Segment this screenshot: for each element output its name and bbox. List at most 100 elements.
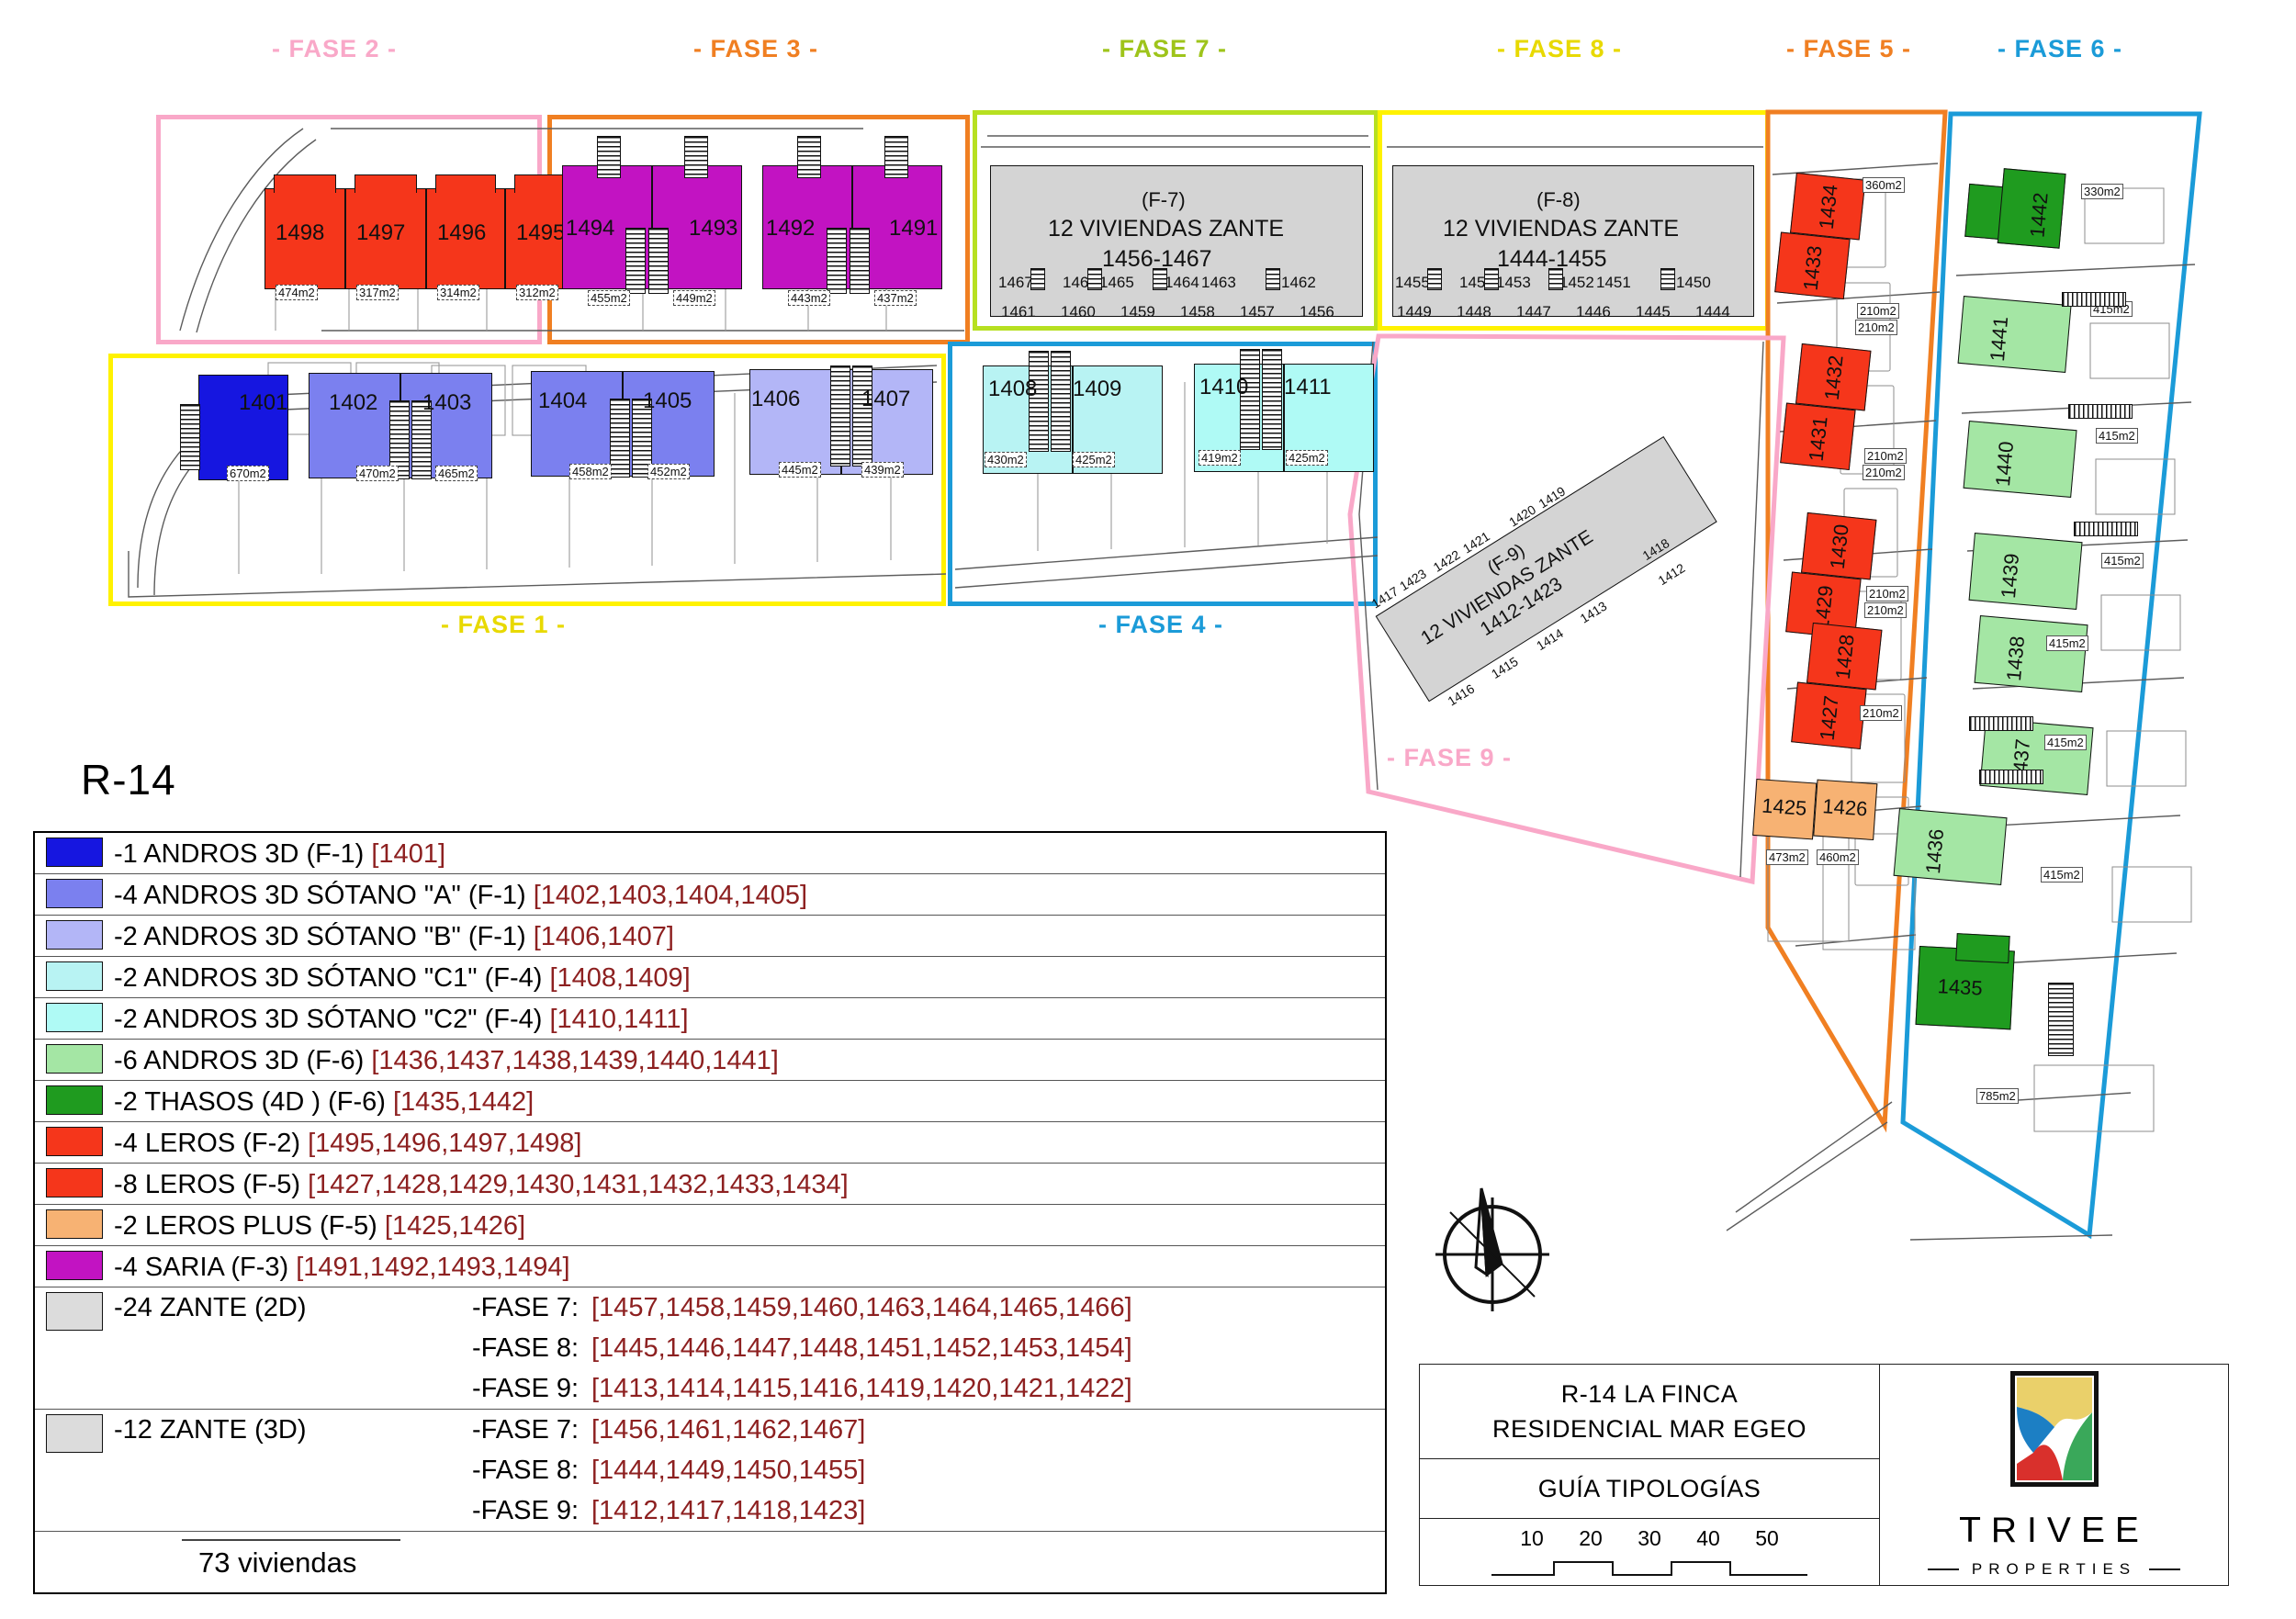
plot-1401[interactable] [198,375,288,480]
scale-bar-cell: 10 20 30 40 50 [1420,1519,1879,1585]
zante-cell-f7-u2[interactable]: 1465 [1099,274,1134,291]
legend-label: -8 LEROS (F-5) [114,1170,309,1199]
zante-cell-f7-l0[interactable]: 1461 [1001,303,1036,320]
zante-cell-f8-l0[interactable]: 1449 [1397,303,1432,320]
zante-cell-f8-u3[interactable]: 1452 [1559,274,1594,291]
legend-subrow-phase: -FASE 7: [472,1293,580,1322]
plot-1402[interactable] [309,373,400,478]
legend-row[interactable]: -2 ANDROS 3D SÓTANO "B" (F-1) [1406,1407… [35,916,1385,957]
zante-cell-f7-l3[interactable]: 1458 [1180,303,1215,320]
area-tag-1492: 443m2 [788,290,830,306]
stair-hatch-1494 [597,136,621,178]
legend-row[interactable]: -2 LEROS PLUS (F-5) [1425,1426] [35,1205,1385,1246]
legend-subrow[interactable]: -FASE 9: [1413,1414,1415,1416,1419,1420,… [417,1368,1132,1409]
plot-label-1491: 1491 [889,216,939,241]
stair-hatch-1402-1403 [389,400,410,479]
plot-label-1435: 1435 [1937,974,1984,1000]
plot-1496[interactable] [426,188,505,289]
zante-cell-f8-l1[interactable]: 1448 [1457,303,1491,320]
zante-cell-f7-l5[interactable]: 1456 [1300,303,1334,320]
legend-row[interactable]: -4 LEROS (F-2) [1495,1496,1497,1498] [35,1122,1385,1164]
plot-1498[interactable] [264,188,345,289]
zante-cell-f7-l4[interactable]: 1457 [1240,303,1275,320]
legend-row-zante-2d[interactable]: -24 ZANTE (2D) -FASE 7: [1457,1458,1459,… [35,1287,1385,1410]
legend-subrow-phase: -FASE 8: [472,1456,580,1485]
stair-hatch-f8-b [1484,268,1499,290]
legend-row[interactable]: -1 ANDROS 3D (F-1) [1401] [35,833,1385,874]
legend-row[interactable]: -4 ANDROS 3D SÓTANO "A" (F-1) [1402,1403… [35,874,1385,916]
zante-cell-f8-l3[interactable]: 1446 [1576,303,1611,320]
zante-cell-f7-u0[interactable]: 1467 [998,274,1033,291]
zante-cell-f7-l2[interactable]: 1459 [1120,303,1155,320]
stair-hatch-f6-1436 [1979,770,2043,784]
area-tag-1493: 449m2 [673,290,715,306]
stair-hatch-f6-1440 [2068,404,2133,419]
plot-1438[interactable] [1974,615,2088,693]
color-swatch-andros-f6 [46,1044,103,1074]
zante-block-f7[interactable] [990,165,1363,317]
zante-cell-f7-u4[interactable]: 1463 [1201,274,1236,291]
stair-hatch-1409b [1051,351,1071,452]
zante-cell-f8-u2[interactable]: 1453 [1496,274,1531,291]
legend-subrow[interactable]: -FASE 7: [1456,1461,1462,1467] [417,1410,865,1450]
legend-subrow-phase: -FASE 9: [472,1496,580,1525]
legend-row[interactable]: -8 LEROS (F-5) [1427,1428,1429,1430,1431… [35,1164,1385,1205]
legend-row[interactable]: -2 ANDROS 3D SÓTANO "C2" (F-4) [1410,141… [35,998,1385,1040]
plot-1496-wing [435,174,496,193]
legend-row[interactable]: -4 SARIA (F-3) [1491,1492,1493,1494] [35,1246,1385,1287]
legend-row-text: -4 ANDROS 3D SÓTANO "A" (F-1) [1402,1403… [114,874,807,915]
color-swatch-thasos [46,1085,103,1115]
zante-block-f8[interactable] [1392,165,1754,317]
plot-1436[interactable] [1893,808,2008,886]
plot-1497[interactable] [345,188,426,289]
legend-row-zante-3d[interactable]: -12 ZANTE (3D) -FASE 7: [1456,1461,1462,… [35,1410,1385,1532]
zante-cell-f8-l5[interactable]: 1444 [1695,303,1730,320]
zante-cell-f7-u3[interactable]: 1464 [1165,274,1199,291]
plot-1439[interactable] [1968,533,2083,611]
zante-code-f7: (F-7) [1142,188,1186,211]
plot-1406[interactable] [749,369,841,475]
legend-label: -2 THASOS (4D ) (F-6) [114,1087,393,1117]
zante-cell-f8-l4[interactable]: 1445 [1636,303,1671,320]
plot-label-1410: 1410 [1199,375,1249,399]
plot-1440[interactable] [1963,421,2077,499]
plot-label-1440: 1440 [1990,440,2019,488]
legend-row[interactable]: -2 ANDROS 3D SÓTANO "C1" (F-4) [1408,140… [35,957,1385,998]
stair-hatch-1408-1409 [1029,351,1049,452]
area-tag-1403: 465m2 [435,466,478,481]
zante-cell-f8-l2[interactable]: 1447 [1516,303,1551,320]
drawing-title-cell: GUÍA TIPOLOGÍAS [1420,1459,1879,1520]
zante-cell-f9-l4[interactable]: 1412 [1655,560,1688,589]
legend-codes: [1427,1428,1429,1430,1431,1432,1433,1434… [308,1170,849,1199]
color-swatch-leros-plus [46,1209,103,1239]
legend-label: -4 LEROS (F-2) [114,1129,309,1158]
area-tag-1428: 210m2 [1864,602,1907,618]
legend-subrow[interactable]: -FASE 8: [1445,1446,1447,1448,1451,1452,… [417,1328,1132,1368]
total-divider [182,1539,400,1541]
legend-subrow[interactable]: -FASE 9: [1412,1417,1418,1423] [417,1490,865,1531]
project-line-2: RESIDENCIAL MAR EGEO [1491,1415,1807,1443]
zante-cell-f8-u0[interactable]: 1455 [1395,274,1430,291]
legend-row[interactable]: -6 ANDROS 3D (F-6) [1436,1437,1438,1439,… [35,1040,1385,1081]
zante-cell-f8-u4[interactable]: 1451 [1596,274,1631,291]
zante-cell-f7-l1[interactable]: 1460 [1061,303,1096,320]
legend-subrow-codes: [1413,1414,1415,1416,1419,1420,1421,1422… [591,1374,1132,1403]
legend-subrow[interactable]: -FASE 7: [1457,1458,1459,1460,1463,1464,… [417,1287,1132,1328]
plot-label-1492: 1492 [766,216,816,241]
area-tag-1437: 415m2 [2044,735,2087,750]
zante-cell-f7-u5[interactable]: 1462 [1281,274,1316,291]
zante-cell-f8-u5[interactable]: 1450 [1676,274,1711,291]
plot-label-1406: 1406 [751,387,801,411]
plot-1404[interactable] [531,371,623,477]
phase-label-fase8: - FASE 8 - [1497,35,1623,62]
color-swatch-andros-sotano-b [46,920,103,950]
area-tag-1409: 425m2 [1073,452,1115,467]
legend-label: -6 ANDROS 3D (F-6) [114,1046,372,1075]
north-arrow-icon [1435,1187,1549,1311]
plot-1441[interactable] [1957,296,2072,374]
stair-hatch-f6-1435 [2048,983,2074,1056]
plot-1493[interactable] [652,165,742,289]
legend-row[interactable]: -2 THASOS (4D ) (F-6) [1435,1442] [35,1081,1385,1122]
legend-subrow[interactable]: -FASE 8: [1444,1449,1450,1455] [417,1450,865,1490]
stair-hatch-1494-inner [625,228,646,294]
